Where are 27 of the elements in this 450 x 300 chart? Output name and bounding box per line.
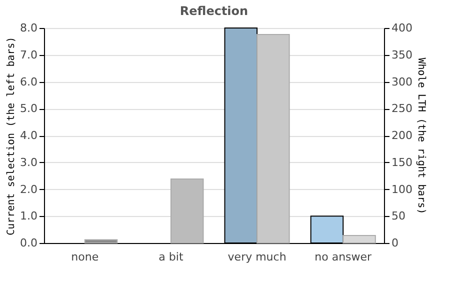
y-tick-label: 7.0 xyxy=(20,48,38,62)
y2-tick-label: 0 xyxy=(392,236,398,250)
y2-tick-label: 300 xyxy=(392,75,412,88)
y2-tick-label: 50 xyxy=(392,210,406,223)
x-tick-label: very much xyxy=(228,250,286,264)
y2-axis-title: Whole LTH (the right bars) xyxy=(415,58,426,214)
y-tick-label: 1.0 xyxy=(20,210,38,223)
y2-tick-label: 250 xyxy=(392,102,412,116)
y-tick-label: 4.0 xyxy=(20,129,38,142)
y-tick-label: 3.0 xyxy=(20,156,38,169)
bar xyxy=(170,178,204,244)
y-tick-label: 0.0 xyxy=(20,236,38,250)
x-tick-label: no answer xyxy=(314,250,372,264)
y2-tick-label: 350 xyxy=(392,48,412,62)
y2-tick-label: 150 xyxy=(392,156,412,169)
y-tick-label: 6.0 xyxy=(20,75,38,88)
y2-tick-label: 100 xyxy=(392,182,412,196)
y-tick-label: 5.0 xyxy=(20,102,38,116)
y2-tick-label: 200 xyxy=(392,129,412,142)
bar xyxy=(84,239,118,244)
y-tick-label: 8.0 xyxy=(20,22,38,34)
x-tick-label: none xyxy=(71,250,99,264)
y-axis-title: Current selection (the left bars) xyxy=(6,36,18,236)
y-tick-label: 2.0 xyxy=(20,182,38,196)
y2-tick-label: 400 xyxy=(392,22,412,34)
x-tick-label: a bit xyxy=(158,250,184,264)
chart-title: Reflection xyxy=(180,4,248,18)
